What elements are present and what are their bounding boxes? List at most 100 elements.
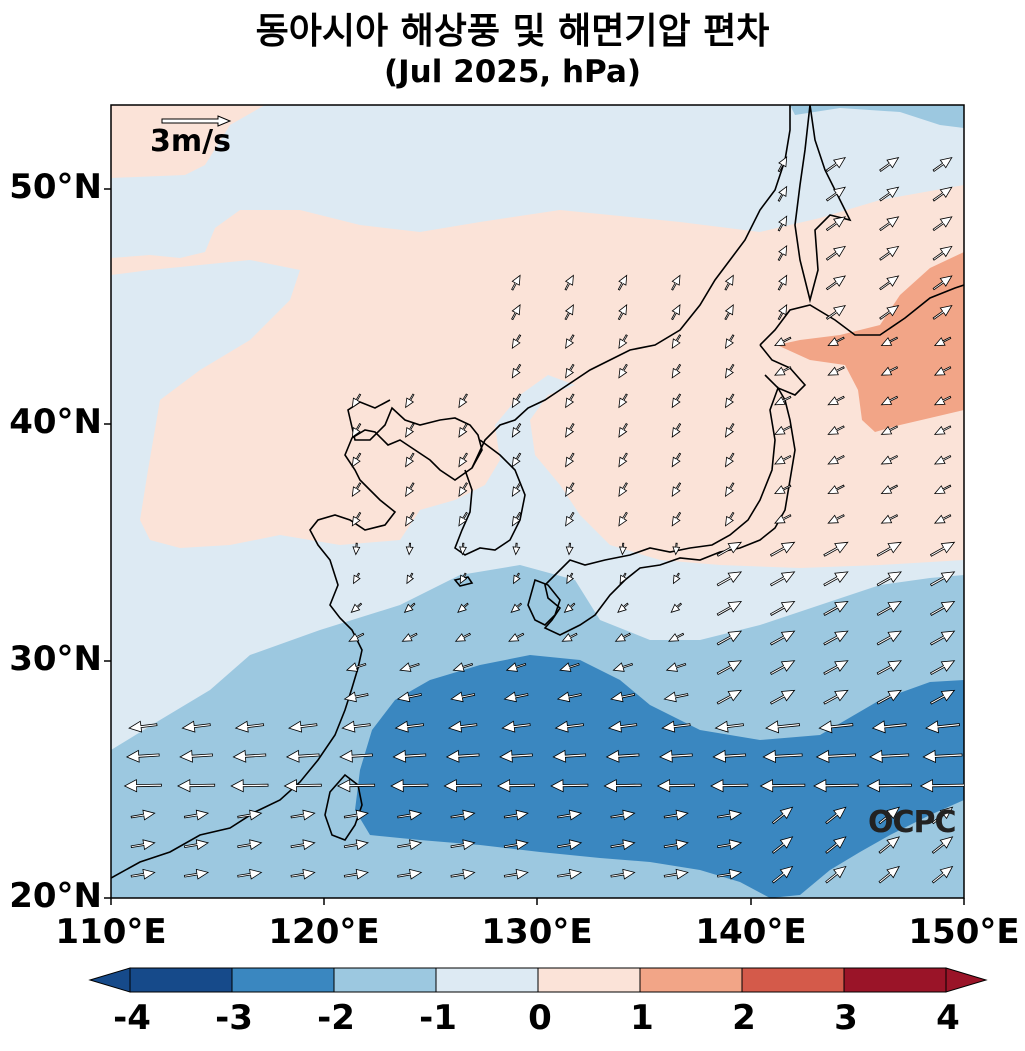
wind-arrow [511, 423, 522, 438]
map-title: 동아시아 해상풍 및 해면기압 편차 [255, 11, 770, 52]
wind-arrow [777, 215, 788, 232]
wind-arrow [566, 572, 575, 585]
wind-arrow [396, 691, 422, 703]
wind-arrow [668, 632, 685, 642]
wind-arrow [929, 689, 956, 705]
wind-arrow [823, 689, 849, 705]
coast-kyushu [527, 578, 561, 626]
wind-arrow [619, 542, 627, 556]
wind-arrow [130, 839, 156, 851]
wind-arrow [610, 868, 636, 880]
wind-arrow [827, 336, 845, 347]
wind-arrow [452, 662, 473, 672]
wind-arrow [932, 305, 953, 320]
wind-arrow [724, 511, 735, 527]
lon-tick-110: 110°E [55, 912, 167, 952]
wind-arrow [394, 720, 425, 733]
wind-arrow [663, 839, 689, 851]
wind-arrow [450, 691, 476, 703]
wind-arrow [876, 660, 902, 676]
wind-arrow [724, 423, 735, 438]
wind-arrow [353, 572, 361, 585]
wind-arrow [724, 452, 735, 468]
wind-arrow [931, 806, 954, 825]
wind-arrow [618, 511, 628, 527]
wind-arrow [237, 868, 263, 880]
wind-arrow [565, 334, 575, 350]
wind-arrow [932, 186, 953, 202]
wind-arrow [671, 274, 681, 291]
colorbar-seg-8 [843, 967, 947, 993]
wind-arrow [617, 602, 629, 613]
wind-arrow [774, 484, 792, 495]
wind-arrow [458, 423, 468, 438]
wind-arrow [818, 720, 854, 734]
wind-arrow [827, 395, 845, 406]
wind-arrow [397, 839, 423, 851]
wind-arrow [827, 484, 845, 495]
wind-arrow [403, 602, 416, 613]
wind-arrow [399, 662, 420, 672]
wind-arrow [454, 632, 471, 642]
wind-arrow [123, 779, 162, 793]
wind-arrow [933, 514, 952, 524]
wind-arrow [614, 632, 631, 642]
wind-arrow [823, 630, 849, 646]
wind-arrow [716, 689, 743, 705]
wind-arrow [929, 660, 956, 676]
wind-arrow [671, 334, 682, 350]
wind-arrow [671, 363, 682, 379]
wind-arrow [503, 809, 529, 821]
wind-arrow [511, 304, 521, 321]
wind-arrow [343, 868, 369, 880]
wind-arrow [879, 186, 900, 202]
wind-arrow [825, 216, 847, 232]
wind-arrow [285, 749, 320, 763]
lon-tick-120: 120°E [268, 912, 380, 952]
wind-arrow [823, 601, 849, 616]
wind-arrow [183, 868, 210, 880]
wind-arrow [670, 602, 683, 613]
wind-arrow [876, 601, 902, 616]
wind-arrow [827, 514, 845, 524]
colorbar-label: 2 [732, 998, 756, 1038]
wind-arrow [869, 749, 910, 764]
wind-arrow [827, 366, 845, 376]
wind-arrow [511, 363, 522, 379]
colorbar-label: 1 [630, 998, 654, 1038]
colorbar-label: -2 [317, 998, 355, 1038]
wind-arrow [552, 749, 587, 763]
colorbar-label: 4 [936, 998, 960, 1038]
wind-vectors [123, 156, 964, 884]
wind-arrow [876, 571, 902, 587]
wind-arrow [710, 779, 749, 793]
wind-arrow [183, 809, 210, 821]
wind-arrow [724, 393, 735, 409]
wind-arrow [450, 809, 476, 821]
wind-arrow [283, 779, 322, 793]
wind-arrow [671, 393, 682, 409]
wind-arrow [511, 393, 522, 409]
wind-arrow [617, 304, 628, 321]
wind-arrow [565, 393, 575, 409]
wind-arrow [512, 542, 521, 556]
wind-arrow [658, 749, 693, 763]
wind-arrow [932, 245, 953, 261]
axis-ticks [104, 188, 965, 905]
wind-arrow [671, 304, 681, 321]
wind-arrow [237, 839, 263, 851]
wind-arrow [777, 274, 788, 291]
wind-arrow [724, 274, 734, 291]
wind-arrow [234, 720, 265, 733]
wind-arrow [774, 395, 792, 406]
wind-arrow [496, 779, 535, 793]
coast-korea-north [471, 105, 791, 469]
wind-arrow [177, 779, 216, 793]
wind-arrow [716, 541, 743, 557]
wind-arrow [931, 836, 954, 854]
colorbar-seg-6 [639, 967, 743, 993]
field-neg3 [355, 655, 964, 898]
wind-arrow [499, 749, 533, 763]
wind-arrow [825, 865, 847, 884]
wind-arrow [880, 425, 899, 435]
